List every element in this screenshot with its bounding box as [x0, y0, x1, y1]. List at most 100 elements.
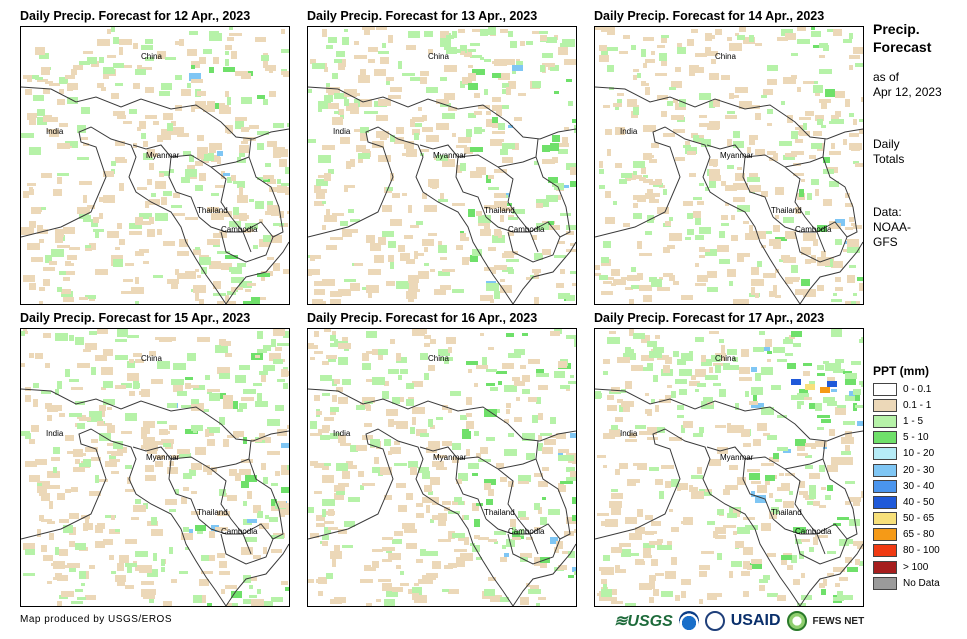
- precip-cell: [185, 429, 198, 434]
- precip-cell: [809, 493, 816, 499]
- precip-cell: [366, 603, 372, 606]
- precip-cell: [217, 151, 223, 156]
- precip-cell: [689, 381, 700, 386]
- precip-cell: [657, 207, 669, 214]
- precip-cell: [281, 49, 289, 53]
- precip-cell: [498, 123, 505, 130]
- precip-map: China India Myanmar Thailand Cambodia: [594, 328, 864, 607]
- precip-cell: [31, 257, 43, 262]
- precip-cell: [819, 465, 825, 472]
- precip-cell: [320, 375, 332, 381]
- precip-cell: [354, 99, 363, 107]
- precip-cell: [141, 433, 147, 439]
- precip-cell: [691, 491, 704, 499]
- precip-cell: [490, 139, 502, 146]
- panel-title: Daily Precip. Forecast for 12 Apr., 2023: [20, 9, 251, 23]
- precip-cell: [659, 53, 667, 61]
- precip-cell: [695, 337, 704, 342]
- precip-cell: [821, 125, 826, 128]
- precip-cell: [564, 531, 574, 536]
- precip-cell: [833, 29, 842, 36]
- asof-date: Apr 12, 2023: [873, 85, 942, 99]
- precip-cell: [621, 401, 634, 407]
- precip-cell: [709, 121, 720, 129]
- precip-cell: [783, 217, 794, 223]
- precip-cell: [273, 223, 280, 226]
- precip-cell: [472, 473, 478, 476]
- precip-cell: [436, 467, 447, 470]
- precip-cell: [755, 293, 759, 298]
- precip-cell: [617, 399, 623, 403]
- precip-cell: [167, 123, 173, 131]
- precip-cell: [27, 75, 39, 79]
- precip-cell: [111, 515, 115, 520]
- precip-cell: [793, 579, 800, 585]
- precip-cell: [669, 509, 673, 512]
- precip-cell: [637, 463, 647, 470]
- precip-cell: [687, 151, 696, 155]
- legend-label: 5 - 10: [903, 432, 929, 444]
- precip-cell: [629, 329, 634, 336]
- precip-cell: [428, 491, 433, 495]
- precip-cell: [384, 495, 392, 500]
- precip-cell: [279, 159, 287, 167]
- precip-cell: [119, 47, 123, 55]
- precip-cell: [181, 177, 190, 183]
- precip-cell: [470, 543, 475, 546]
- precip-cell: [685, 141, 690, 146]
- precip-cell: [693, 211, 701, 218]
- precip-cell: [755, 43, 762, 46]
- precip-cell: [617, 99, 622, 104]
- precip-map: China India Myanmar Thailand Cambodia: [20, 328, 290, 607]
- boundary-line: [595, 388, 863, 442]
- precip-cell: [743, 591, 749, 597]
- precip-cell: [271, 597, 283, 602]
- precip-cell: [336, 463, 348, 471]
- precip-cell: [833, 597, 844, 601]
- precip-cell: [23, 573, 35, 576]
- precip-cell: [841, 539, 853, 544]
- precip-cell: [81, 137, 88, 140]
- precip-cell: [207, 207, 219, 212]
- precip-cell: [408, 283, 418, 291]
- precip-cell: [332, 331, 336, 336]
- precip-cell: [763, 231, 772, 234]
- precip-cell: [514, 117, 522, 121]
- precip-cell: [422, 471, 430, 479]
- precip-cell: [703, 397, 713, 402]
- precip-cell: [91, 457, 101, 461]
- precip-cell: [500, 285, 512, 293]
- precip-cell: [420, 329, 427, 334]
- precip-cell: [853, 541, 863, 546]
- precip-cell: [753, 231, 766, 239]
- precip-cell: [661, 465, 674, 469]
- precip-cell: [308, 271, 312, 276]
- precip-cell: [516, 397, 520, 401]
- precip-cell: [767, 65, 778, 71]
- precip-cell: [241, 547, 253, 555]
- precip-cell: [625, 603, 636, 606]
- precip-cell: [350, 219, 360, 222]
- precip-cell: [532, 81, 541, 88]
- precip-cell: [833, 567, 845, 572]
- precip-cell: [370, 243, 381, 251]
- precip-cell: [522, 333, 528, 336]
- precip-cell: [558, 149, 568, 154]
- precip-cell: [645, 231, 652, 235]
- precip-cell: [787, 363, 796, 369]
- precip-cell: [651, 279, 662, 287]
- legend-swatch: [873, 560, 897, 574]
- precip-cell: [456, 145, 467, 148]
- precip-cell: [261, 55, 269, 61]
- precip-cell: [322, 535, 329, 540]
- precip-cell: [191, 61, 200, 68]
- precip-cell: [37, 109, 45, 116]
- precip-cell: [243, 147, 248, 152]
- precip-cell: [749, 473, 760, 480]
- precip-cell: [197, 151, 204, 159]
- precip-cell: [558, 293, 570, 299]
- precip-cell: [769, 493, 773, 498]
- precip-cell: [689, 65, 699, 69]
- precip-cell: [123, 279, 133, 282]
- precip-cell: [713, 363, 724, 366]
